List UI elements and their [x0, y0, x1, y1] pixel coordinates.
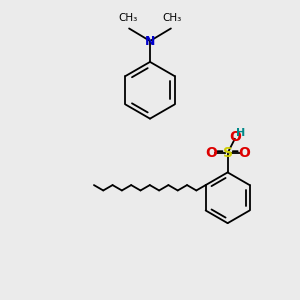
Text: N: N	[145, 34, 155, 47]
Text: CH₃: CH₃	[162, 13, 182, 23]
Text: O: O	[229, 130, 241, 144]
Text: S: S	[223, 146, 232, 160]
Text: H: H	[236, 128, 245, 138]
Text: O: O	[205, 146, 217, 160]
Text: CH₃: CH₃	[118, 13, 138, 23]
Text: O: O	[238, 146, 250, 160]
